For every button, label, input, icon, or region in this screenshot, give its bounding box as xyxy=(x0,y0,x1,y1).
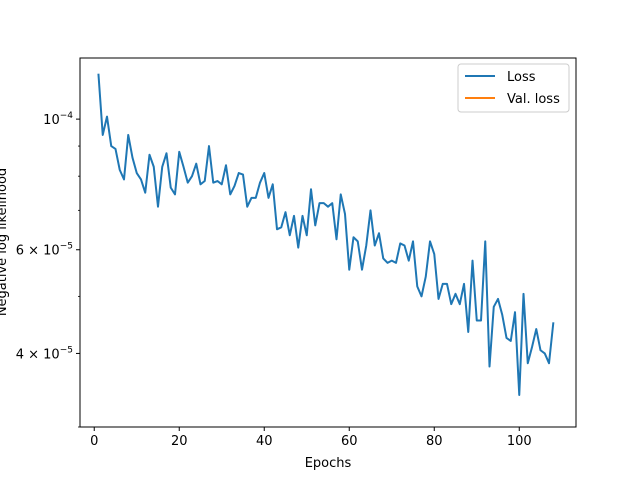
x-tick-label: 100 xyxy=(507,434,532,449)
legend-label-val-loss: Val. loss xyxy=(507,92,560,107)
legend-label-loss: Loss xyxy=(507,70,536,85)
series-line-loss xyxy=(97,73,555,396)
x-tick-label: 20 xyxy=(171,434,188,449)
x-tick-label: 60 xyxy=(341,434,358,449)
legend: Loss Val. loss xyxy=(457,63,570,113)
plot-frame xyxy=(79,57,577,428)
y-tick-label: 6 × 10−5 xyxy=(16,242,73,259)
x-axis-label: Epochs xyxy=(305,456,352,471)
x-tick-label: 0 xyxy=(90,434,98,449)
x-tick-label: 80 xyxy=(426,434,443,449)
y-axis-ticks: 4 × 10−5 6 × 10−5 10−4 xyxy=(16,111,80,428)
x-axis-ticks: 0 20 40 60 80 100 xyxy=(90,427,532,449)
y-axis-label: Negative log likelihood xyxy=(0,168,10,316)
x-tick-label: 40 xyxy=(256,434,273,449)
y-tick-label: 4 × 10−5 xyxy=(16,345,73,362)
y-tick-label: 10−4 xyxy=(43,111,73,128)
series-layer xyxy=(97,73,555,396)
